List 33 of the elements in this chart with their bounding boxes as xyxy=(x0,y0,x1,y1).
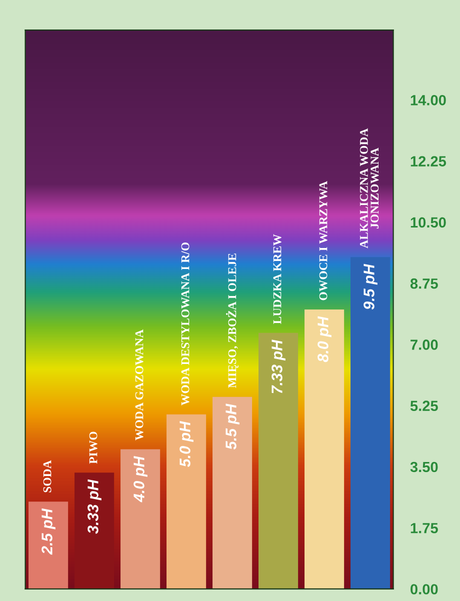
bar xyxy=(304,310,344,589)
bar xyxy=(28,502,68,589)
y-tick-label: 1.75 xyxy=(410,523,438,534)
x-tick-label: WODA DESTYLOWANA I R/O xyxy=(181,242,190,406)
data-label: 5.0 pH xyxy=(180,421,194,467)
y-tick-label: 8.75 xyxy=(410,278,438,289)
y-tick-label: 14.00 xyxy=(410,95,446,106)
bar xyxy=(166,414,206,589)
bar xyxy=(212,396,252,589)
bar xyxy=(350,257,390,589)
x-tick-label: ALKALICZNA WODA JONIZOWANA xyxy=(360,128,379,248)
data-label: 3.33 pH xyxy=(88,479,102,534)
x-tick-label: OWOCE I WARZYWA xyxy=(319,181,328,300)
y-tick-label: 7.00 xyxy=(410,340,438,350)
x-tick-label: MIĘSO, ZBOŻA I OLEJE xyxy=(226,254,239,388)
x-tick-label: WODA GAZOWANA xyxy=(135,329,144,440)
data-label: 2.5 pH xyxy=(42,508,56,555)
bar xyxy=(74,472,114,589)
y-tick-label: 12.25 xyxy=(410,156,446,166)
y-tick-label: 0.00 xyxy=(410,584,438,594)
y-tick-label: 5.25 xyxy=(410,400,438,412)
data-label: 7.33 pH xyxy=(272,340,286,394)
x-tick-label: SODA xyxy=(43,460,52,492)
y-tick-label: 3.50 xyxy=(410,462,438,472)
data-label: 4.0 pH xyxy=(134,456,148,502)
x-tick-label: PIWO xyxy=(89,432,98,464)
data-label: 9.5 pH xyxy=(364,264,378,310)
data-label: 8.0 pH xyxy=(318,316,332,362)
bar xyxy=(120,449,160,589)
bar xyxy=(258,332,298,589)
y-tick-label: 10.50 xyxy=(410,217,446,228)
data-label: 5.5 pH xyxy=(226,404,240,450)
x-tick-label: LUDZKA KREW xyxy=(273,234,282,324)
